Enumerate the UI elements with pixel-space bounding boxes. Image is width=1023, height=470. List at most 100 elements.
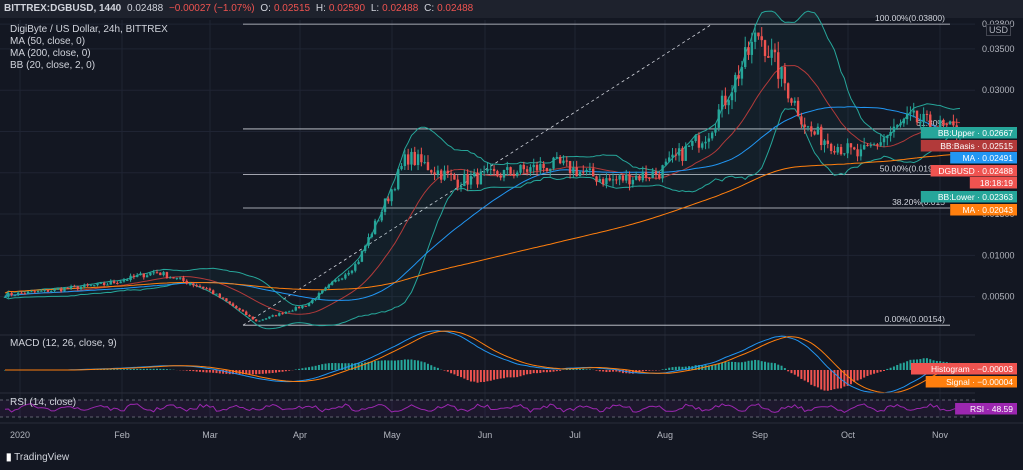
candle-body [671, 154, 674, 158]
candle-body [116, 282, 119, 284]
tradingview-icon: ▮ [6, 452, 12, 463]
candle-body [195, 285, 198, 287]
candle-body [777, 52, 780, 79]
macd-histogram-bar [245, 370, 248, 375]
candle-body [3, 296, 7, 298]
macd-histogram-bar [265, 370, 268, 374]
macd-histogram-bar [697, 365, 700, 370]
fib-level-label: 0.00%(0.00154) [885, 314, 946, 324]
macd-histogram-bar [899, 363, 902, 370]
symbol-name[interactable]: BITTREX:DGBUSD, 1440 [4, 3, 122, 14]
macd-histogram-bar [645, 370, 648, 371]
macd-histogram-bar [542, 370, 545, 373]
candle-body [340, 278, 344, 280]
candle-body [182, 277, 185, 281]
candle-body [796, 100, 800, 117]
ma50-legend[interactable]: MA (50, close, 0) [10, 36, 86, 47]
candle-body [820, 126, 823, 146]
price-tag-label: 18:18:19 [980, 178, 1013, 188]
macd-histogram-bar [849, 370, 852, 385]
candle-body [899, 123, 902, 126]
rsi-line [4, 403, 961, 413]
price-tag-label: BB:Upper · 0.02667 [938, 128, 1013, 138]
macd-histogram-bar [886, 368, 889, 370]
candle-body [112, 281, 116, 283]
macd-histogram-bar [605, 370, 608, 373]
candle-body [892, 126, 896, 132]
candle-body [793, 100, 796, 103]
candle-body [717, 109, 720, 128]
candle-body [436, 170, 440, 175]
price-tag-label: Signal · −0.00004 [946, 377, 1013, 387]
macd-histogram-bar [215, 370, 218, 374]
candle-body [565, 160, 568, 162]
candle-body [634, 175, 638, 180]
macd-histogram-bar [800, 370, 803, 379]
bb-legend[interactable]: BB (20, close, 2, 0) [10, 60, 96, 71]
macd-histogram-bar [106, 369, 109, 370]
candle-body [175, 277, 179, 279]
macd-histogram-bar [469, 370, 472, 382]
candle-body [129, 275, 132, 280]
tradingview-logo[interactable]: ▮ TradingView [6, 452, 69, 463]
candle-body [720, 95, 724, 110]
macd-histogram-bar [195, 370, 198, 372]
bb-fill [5, 11, 960, 329]
macd-histogram-bar [476, 370, 479, 383]
macd-histogram-bar [327, 363, 330, 370]
candle-body [357, 261, 360, 265]
macd-histogram-bar [704, 365, 707, 370]
candle-body [879, 142, 882, 146]
candle-body [740, 67, 744, 79]
candle-body [192, 283, 195, 286]
candle-body [145, 275, 149, 278]
candle-body [23, 293, 27, 295]
candle-body [17, 292, 20, 296]
bb-basis-line [4, 65, 961, 315]
macd-histogram-bar [222, 370, 225, 374]
currency-label[interactable]: USD [986, 24, 1012, 36]
price-tag [969, 177, 1017, 189]
candle-body [952, 121, 955, 126]
macd-histogram-bar [436, 367, 439, 370]
ma200-legend[interactable]: MA (200, close, 0) [10, 48, 91, 59]
candle-body [757, 32, 760, 37]
candle-body [40, 290, 43, 292]
macd-histogram-bar [737, 362, 740, 370]
candle-body [853, 147, 856, 150]
macd-histogram-bar [423, 362, 426, 370]
candle-body [810, 126, 813, 132]
macd-histogram-bar [341, 363, 344, 370]
candle-body [304, 305, 307, 307]
macd-histogram-bar [516, 370, 519, 378]
macd-histogram-bar [374, 360, 377, 370]
candle-body [79, 286, 83, 290]
candle-body [149, 272, 152, 276]
time-tick: Apr [293, 430, 307, 440]
candle-body [677, 148, 681, 156]
candle-body [241, 309, 245, 312]
candle-body [463, 173, 466, 186]
candle-body [122, 280, 126, 282]
candle-body [816, 126, 820, 135]
candle-body [360, 250, 364, 262]
candle-body [317, 293, 321, 299]
price-tag-label: RSI · 48.59 [970, 404, 1013, 414]
candle-body [744, 47, 747, 68]
candle-body [833, 151, 836, 153]
candle-body [925, 113, 929, 115]
macd-legend[interactable]: MACD (12, 26, close, 9) [10, 338, 117, 349]
time-tick: May [383, 430, 401, 440]
candle-body [839, 147, 843, 155]
price-tag-label: MA · 0.02043 [962, 205, 1013, 215]
time-tick: Nov [932, 430, 949, 440]
candle-body [909, 112, 912, 114]
macd-histogram-bar [615, 370, 618, 372]
macd-histogram-bar [595, 370, 598, 371]
candle-body [631, 179, 635, 185]
macd-histogram-bar [545, 370, 548, 373]
rsi-legend[interactable]: RSI (14, close) [10, 397, 77, 408]
macd-histogram-bar [493, 370, 496, 380]
price-tag-label: BB:Basis · 0.02515 [940, 141, 1013, 151]
